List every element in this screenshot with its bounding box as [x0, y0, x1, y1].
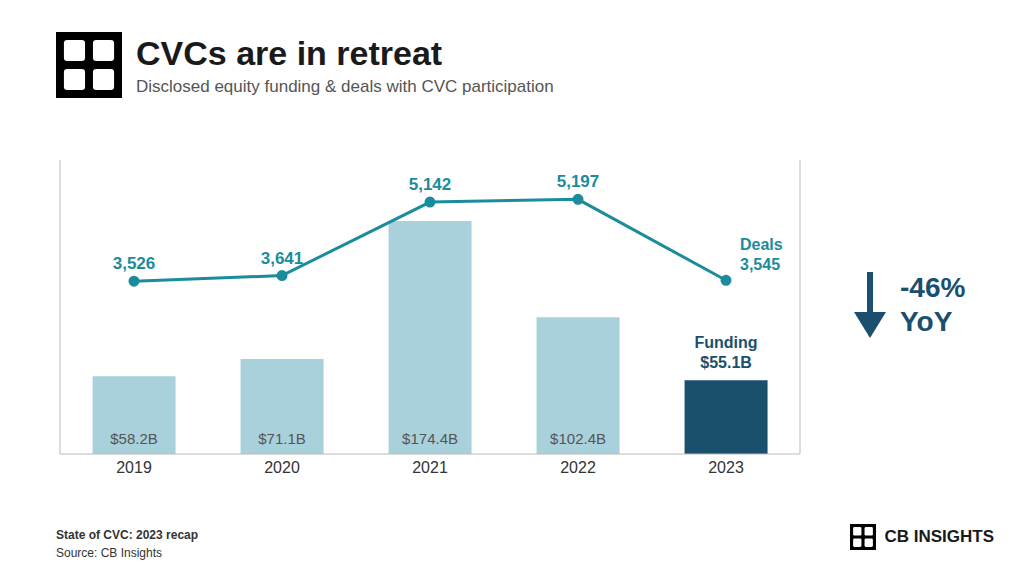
html-text:CVCs are in retreat: CVCs are in retreat [136, 34, 443, 72]
svg-text:$58.2B: $58.2B [110, 430, 158, 447]
svg-text:$71.1B: $71.1B [258, 430, 306, 447]
svg-text:Deals3,545: Deals3,545 [740, 237, 783, 274]
html-text:Disclosed equity funding & dea: Disclosed equity funding & deals with CV… [136, 77, 554, 96]
svg-text:$102.4B: $102.4B [550, 430, 606, 447]
svg-text:$174.4B: $174.4B [402, 430, 458, 447]
html-text:YoY: YoY [900, 306, 953, 337]
svg-text:2020: 2020 [264, 459, 300, 476]
svg-text:Funding$55.1B: Funding$55.1B [695, 334, 758, 371]
svg-text:5,142: 5,142 [409, 175, 452, 194]
svg-text:3,526: 3,526 [113, 254, 156, 273]
svg-text:3,641: 3,641 [261, 249, 304, 268]
svg-text:2022: 2022 [560, 459, 596, 476]
svg-text:2023: 2023 [708, 459, 744, 476]
svg-text:2019: 2019 [116, 459, 152, 476]
html-text:CB INSIGHTS: CB INSIGHTS [884, 527, 994, 546]
svg-text:5,197: 5,197 [557, 172, 600, 191]
html-text:-46%: -46% [900, 272, 966, 303]
html-text:Source: CB Insights: Source: CB Insights [56, 546, 163, 560]
html-text:State of CVC: 2023 recap: State of CVC: 2023 recap [56, 528, 199, 542]
svg-text:2021: 2021 [412, 459, 448, 476]
